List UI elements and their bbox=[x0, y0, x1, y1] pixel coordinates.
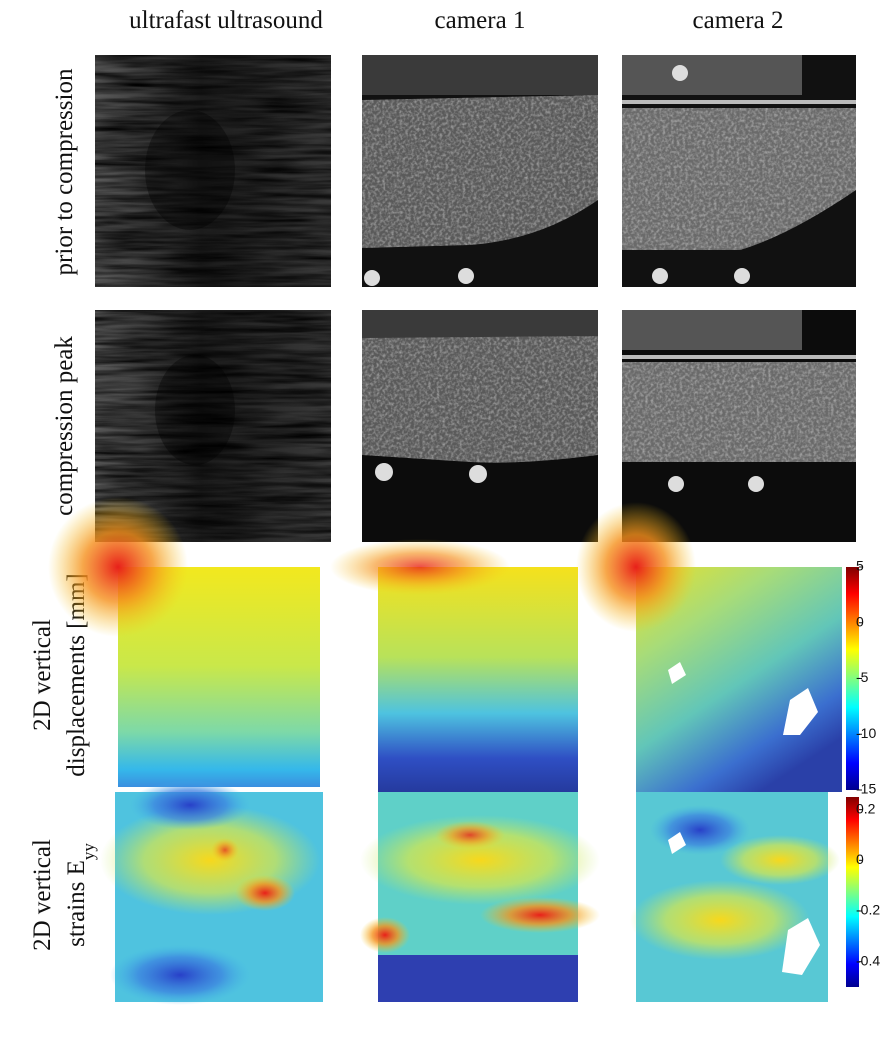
colorbar-tick-label: 0 bbox=[856, 613, 864, 629]
column-header: ultrafast ultrasound bbox=[129, 7, 323, 34]
row-label: 2D vertical bbox=[29, 839, 56, 951]
strain-map bbox=[360, 792, 600, 1002]
colorbar-tick-label: -0.4 bbox=[856, 952, 880, 968]
colorbar-tick-label: -10 bbox=[856, 725, 876, 741]
colorbar-tick-label: 0.2 bbox=[856, 800, 876, 816]
row-label: prior to compression bbox=[51, 68, 78, 275]
colorbar-tick-label: -5 bbox=[856, 669, 869, 685]
colorbar-tick-label: -0.2 bbox=[856, 902, 880, 918]
displacement-map bbox=[48, 497, 320, 787]
colorbar bbox=[846, 567, 859, 790]
strain-map bbox=[100, 780, 323, 1005]
row-label-text: strains E bbox=[63, 860, 90, 947]
colorbar-tick-label: 5 bbox=[856, 558, 864, 574]
colorbar-tick-label: -15 bbox=[856, 781, 876, 797]
strain-map bbox=[630, 792, 840, 1002]
row-label: strains Eyy bbox=[63, 843, 98, 947]
camera-image bbox=[622, 55, 856, 287]
camera-image bbox=[362, 310, 598, 542]
camera-image bbox=[362, 55, 598, 287]
ultrasound-image bbox=[95, 55, 331, 287]
camera-image bbox=[622, 310, 856, 542]
displacement-map bbox=[330, 539, 578, 792]
colorbar-tick-label: 0 bbox=[856, 851, 864, 867]
row-label-subscript: yy bbox=[79, 843, 98, 861]
column-header: camera 1 bbox=[435, 7, 526, 34]
row-label: compression peak bbox=[51, 336, 78, 516]
colorbar bbox=[846, 797, 859, 987]
row-label: 2D vertical bbox=[29, 619, 56, 731]
displacement-map bbox=[576, 502, 842, 792]
column-header: camera 2 bbox=[693, 7, 784, 34]
